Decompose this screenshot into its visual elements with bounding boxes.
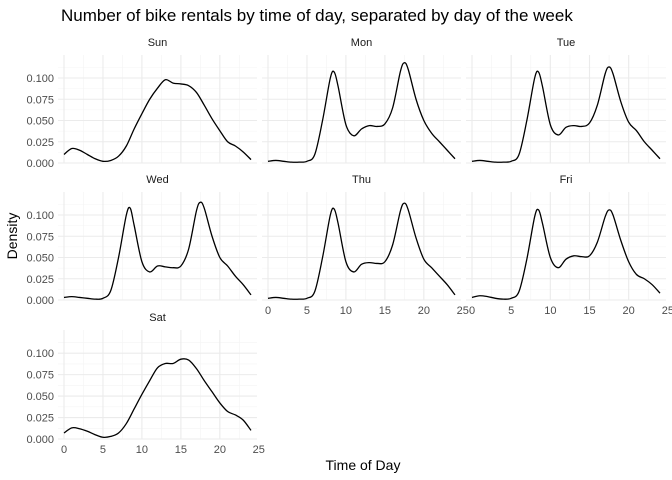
facet-strip-label: Wed [146, 174, 168, 186]
x-tick-label: 20 [214, 444, 226, 456]
x-tick-label: 10 [340, 305, 352, 317]
facet-panels: Sun 0.000 0.025 0.050 0.075 0.100 Mon Tue Wed 0.0… [26, 37, 672, 456]
x-tick-label: 20 [418, 305, 430, 317]
y-tick-label: 0.075 [26, 94, 54, 106]
density-curve-sun [63, 78, 252, 163]
density-curve-wed [63, 201, 252, 300]
facet-panel-wed: Wed 0.000 0.025 0.050 0.075 0.100 [26, 174, 257, 307]
x-tick-label: 0 [265, 305, 271, 317]
x-tick-label: 15 [175, 444, 187, 456]
facet-strip-label: Mon [351, 37, 372, 49]
facet-panel-thu: Thu 0 5 10 15 20 25 [262, 174, 469, 317]
density-curve-tue [471, 66, 661, 163]
y-tick-label: 0.025 [26, 274, 54, 286]
y-axis-title: Density [4, 213, 20, 260]
y-tick-label: 0.050 [26, 253, 54, 265]
x-tick-label: 20 [623, 305, 635, 317]
x-tick-label: 25 [457, 305, 469, 317]
density-curve-mon [267, 62, 456, 163]
facet-panel-tue: Tue [466, 37, 666, 164]
x-tick-label: 0 [61, 444, 67, 456]
x-axis-title: Time of Day [326, 457, 401, 473]
x-tick-label: 5 [304, 305, 310, 317]
x-tick-label: 10 [544, 305, 556, 317]
x-tick-label: 5 [100, 444, 106, 456]
facet-strip-label: Sun [148, 37, 168, 49]
facet-panel-mon: Mon [262, 37, 461, 164]
facet-strip-label: Tue [557, 37, 576, 49]
y-tick-label: 0.000 [26, 295, 54, 307]
x-tick-label: 25 [253, 444, 265, 456]
y-tick-label: 0.025 [26, 137, 54, 149]
facet-panel-fri: Fri 0 5 10 15 20 25 [466, 174, 672, 317]
facet-strip-label: Sat [149, 312, 166, 324]
facet-strip-label: Thu [352, 174, 371, 186]
x-tick-label: 10 [136, 444, 148, 456]
chart-title: Number of bike rentals by time of day, s… [61, 6, 573, 25]
x-tick-label: 0 [469, 305, 475, 317]
facet-panel-sat: Sat 0.000 0.025 0.050 0.075 0.100 0 5 10 15 20 25 [26, 312, 264, 456]
y-tick-label: 0.100 [26, 348, 54, 360]
y-tick-label: 0.100 [26, 210, 54, 222]
y-tick-label: 0.075 [26, 231, 54, 243]
y-tick-label: 0.025 [26, 413, 54, 425]
y-tick-label: 0.050 [26, 116, 54, 128]
x-tick-label: 25 [662, 305, 672, 317]
facet-strip-label: Fri [560, 174, 573, 186]
y-tick-label: 0.100 [26, 73, 54, 85]
x-tick-label: 15 [583, 305, 595, 317]
y-tick-label: 0.075 [26, 370, 54, 382]
density-curve-fri [471, 208, 661, 300]
y-tick-label: 0.000 [26, 158, 54, 170]
density-curve-thu [267, 202, 456, 300]
density-curve-sat [63, 358, 252, 439]
y-tick-label: 0.000 [26, 434, 54, 446]
x-tick-label: 5 [508, 305, 514, 317]
y-tick-label: 0.050 [26, 391, 54, 403]
x-tick-label: 15 [379, 305, 391, 317]
facet-panel-sun: Sun 0.000 0.025 0.050 0.075 0.100 [26, 37, 257, 170]
